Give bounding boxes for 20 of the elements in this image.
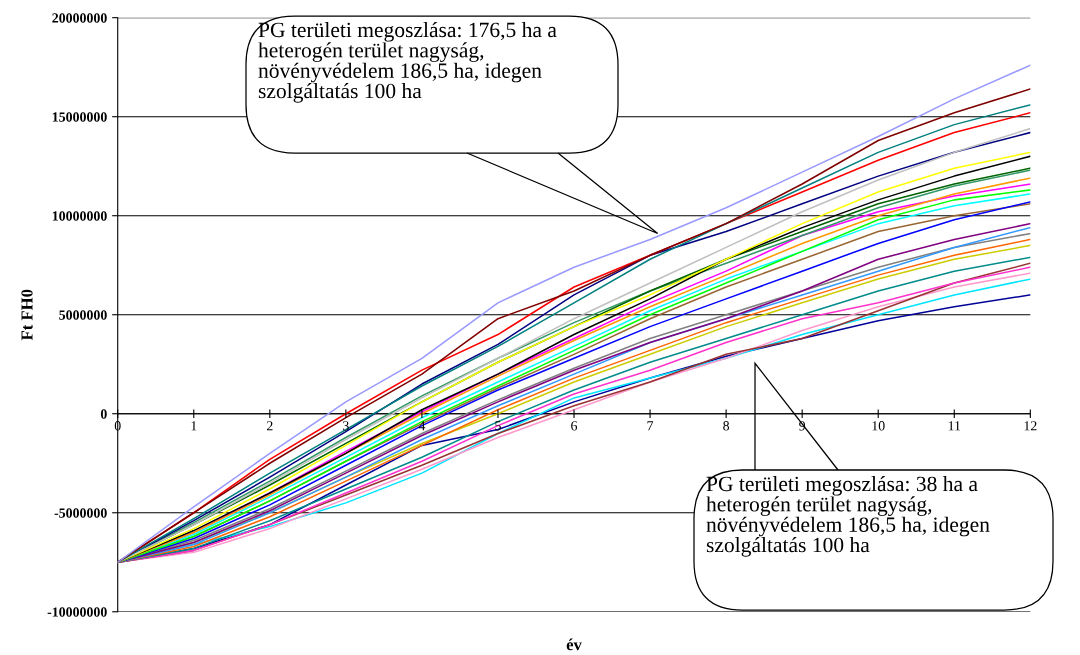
x-axis-title: év [566, 638, 582, 651]
y-tick-label: 5000000 [59, 310, 107, 320]
x-tick-label: 10 [872, 421, 885, 431]
x-tick-label: 2 [266, 421, 273, 431]
y-tick-label: -10000000 [47, 607, 107, 617]
y-tick-label: 20000000 [52, 13, 107, 23]
y-tick-label: 10000000 [52, 211, 107, 221]
annotation: PG területi megoszlása: 176,5 ha a heterogén terület nagyság, növényvédelem 186,5 ha, idegen szolgáltatás 100 ha [258, 22, 557, 103]
x-tick-label: 3 [343, 421, 349, 431]
x-tick-label: 7 [647, 421, 654, 431]
x-tick-label: 12 [1024, 421, 1037, 431]
y-tick-label: 0 [100, 409, 107, 419]
x-tick-label: 6 [571, 421, 578, 431]
annotation: PG területi megoszlása: 38 ha a heterogén terület nagyság, növényvédelem 186,5 ha, idegen szolgáltatás 100 ha [706, 476, 990, 557]
y-tick-label: -5000000 [54, 508, 107, 518]
x-tick-label: 8 [723, 421, 730, 431]
y-tick-label: 15000000 [52, 112, 107, 122]
x-tick-label: 11 [948, 421, 961, 431]
y-axis-title: Ft FH0 [21, 289, 33, 341]
x-tick-label: 1 [191, 421, 197, 431]
